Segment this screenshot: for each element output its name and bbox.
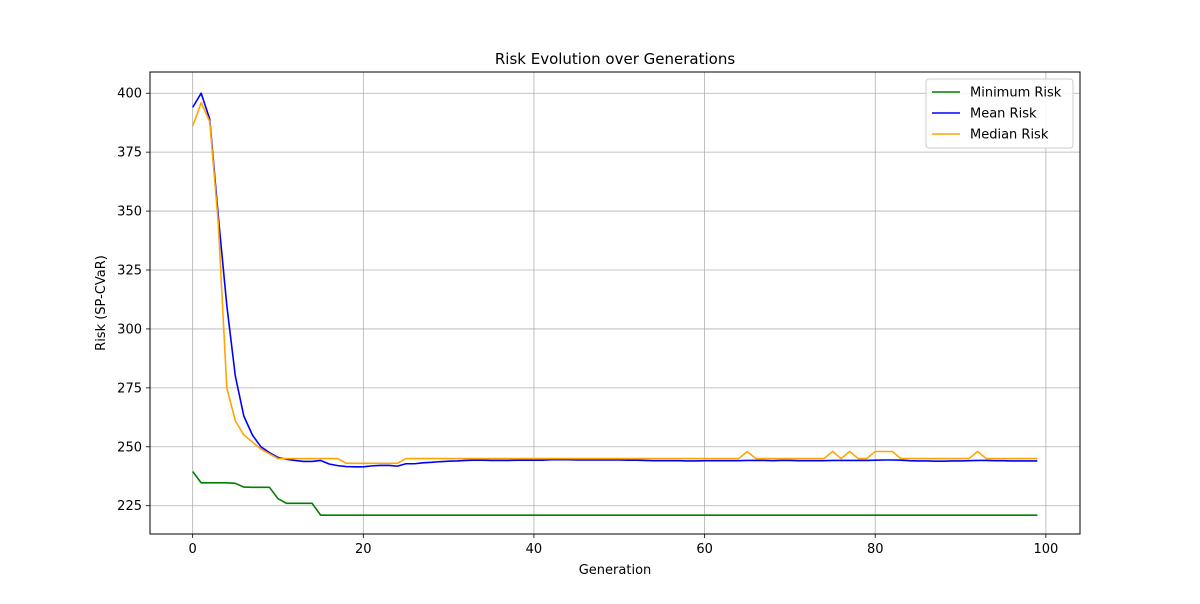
- x-tick-label: 20: [355, 542, 372, 557]
- x-tick-label: 40: [526, 542, 543, 557]
- axis-ticks: 0 20 40 60 80 100 225 250 275 300 325 350 375 400: [117, 87, 1058, 557]
- plot-area-frame: [149, 71, 1081, 535]
- series-line-minimum-risk: [192, 471, 1038, 516]
- x-tick-label: 0: [189, 542, 197, 557]
- y-tick-label: 275: [117, 381, 142, 396]
- grid-lines: [150, 72, 1080, 534]
- y-tick-label: 300: [117, 322, 142, 337]
- x-tick-label: 80: [867, 542, 884, 557]
- y-tick-label: 225: [117, 499, 142, 514]
- series-lines: [191, 92, 1038, 516]
- legend-label: Median Risk: [970, 128, 1049, 143]
- y-axis-label: Risk (SP-CVaR): [94, 255, 109, 351]
- legend: Minimum Risk Mean Risk Median Risk: [925, 78, 1074, 149]
- chart-title: Risk Evolution over Generations: [495, 50, 735, 68]
- x-tick-label: 100: [1033, 542, 1058, 557]
- x-tick-label: 60: [696, 542, 713, 557]
- series-line-mean-risk: [191, 92, 1038, 468]
- x-axis-label: Generation: [579, 563, 652, 578]
- y-tick-label: 400: [117, 87, 142, 102]
- legend-label: Mean Risk: [970, 107, 1037, 122]
- y-tick-label: 325: [117, 264, 142, 279]
- y-tick-label: 375: [117, 146, 142, 161]
- legend-label: Minimum Risk: [970, 86, 1062, 101]
- legend-box: [925, 78, 1074, 149]
- y-tick-label: 350: [117, 205, 142, 220]
- series-line-median-risk: [191, 101, 1038, 465]
- y-tick-label: 250: [117, 440, 142, 455]
